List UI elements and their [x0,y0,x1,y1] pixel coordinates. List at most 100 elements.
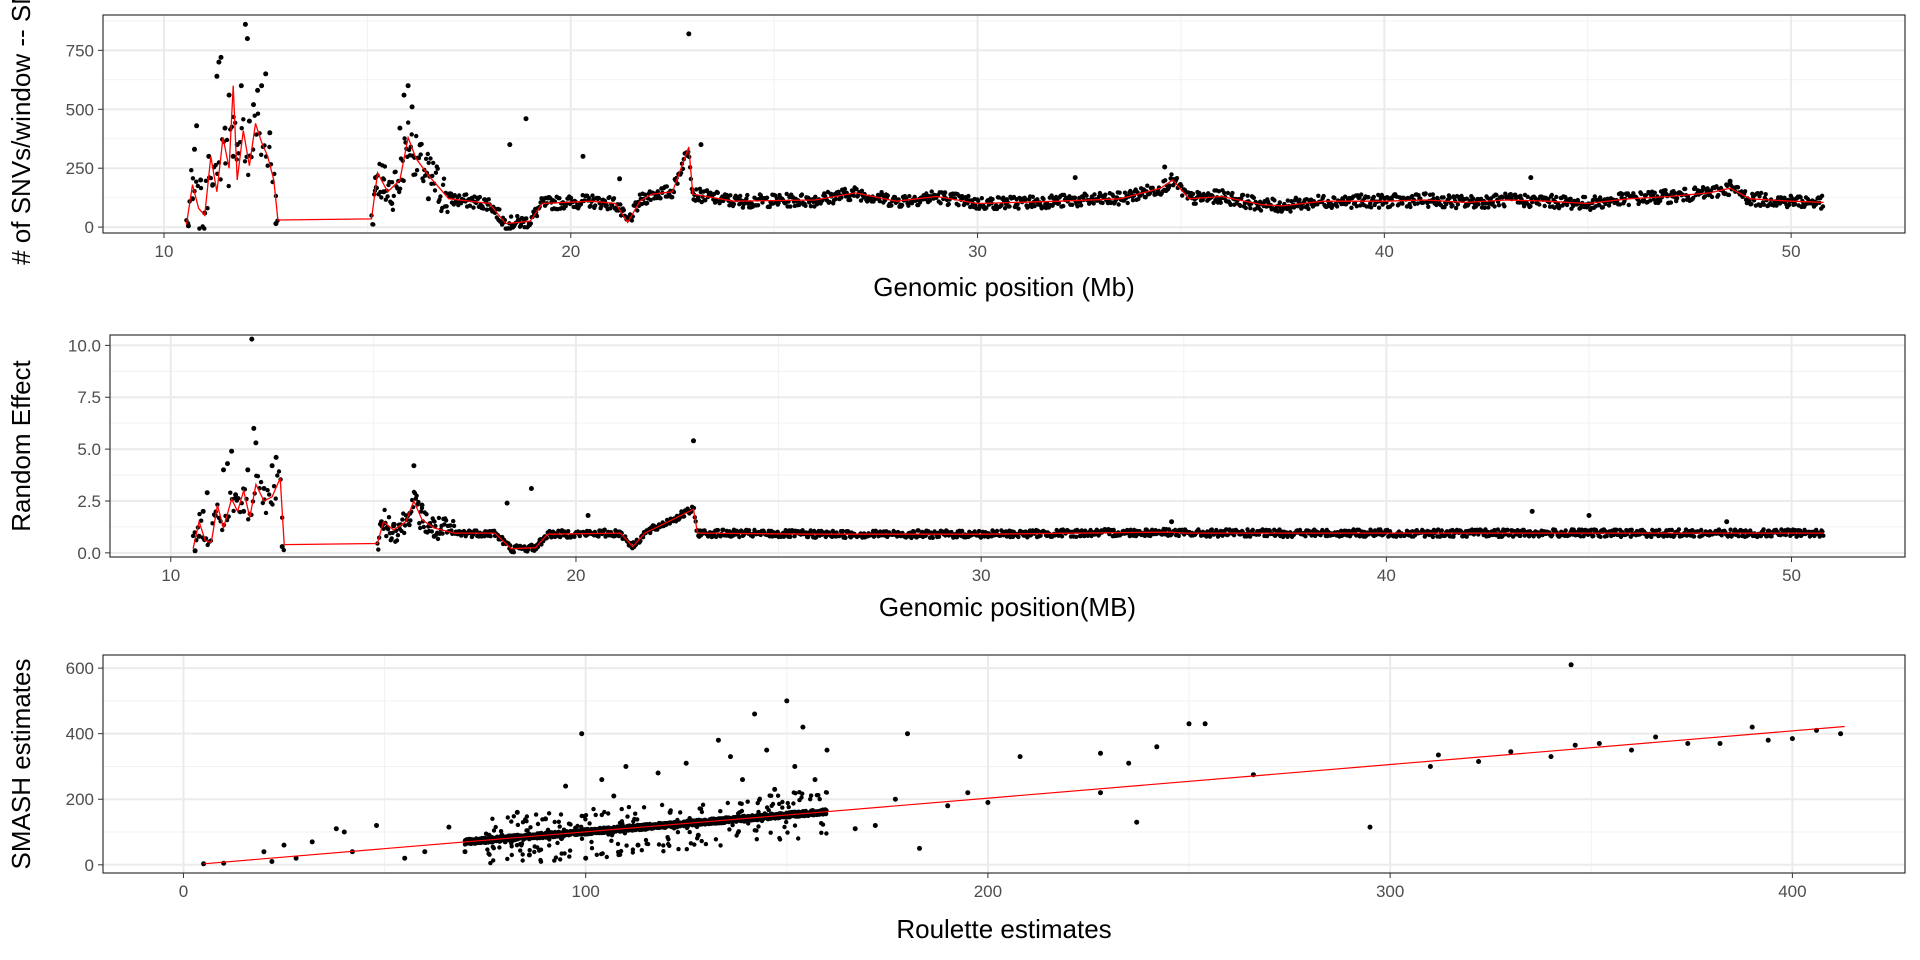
data-point [648,825,653,830]
data-point [533,812,539,817]
data-point [799,192,805,197]
data-point [1592,194,1598,199]
data-point [233,492,239,498]
data-point [1038,533,1043,538]
data-point [785,830,790,835]
data-point [1169,519,1175,525]
data-point [431,533,437,539]
data-point [1606,203,1612,208]
data-point [1652,190,1658,195]
plot-background [103,655,1905,873]
data-point [731,201,737,207]
data-point [1700,188,1705,193]
data-point [698,142,704,148]
data-point [1494,192,1499,198]
data-point [648,530,653,536]
data-point [1015,202,1020,207]
data-point [804,813,809,818]
data-point [547,528,552,534]
data-point [596,195,601,201]
data-point [382,507,387,513]
data-point [1117,190,1122,195]
data-point [667,521,672,526]
y-tick-label: 10.0 [68,336,101,355]
data-point [251,102,256,108]
data-point [694,187,699,192]
data-point [1668,200,1674,205]
data-point [263,71,269,77]
data-point [529,542,534,547]
data-point [1230,190,1235,196]
data-point [215,502,220,507]
data-point [1495,527,1501,532]
data-point [624,843,629,848]
data-point [1204,534,1209,539]
x-tick-label: 10 [155,242,174,261]
data-point [567,854,572,859]
data-point [267,130,273,136]
data-point [486,197,491,202]
data-point [1225,190,1231,196]
data-point [615,841,621,847]
data-point [691,438,696,444]
data-point [1272,198,1277,203]
data-point [1111,193,1116,199]
data-point [703,198,708,203]
x-tick-label: 30 [968,242,987,261]
data-point [877,199,882,204]
data-point [599,203,604,209]
data-point [1408,204,1413,210]
data-point [1725,183,1730,188]
data-point [718,816,723,821]
data-point [190,176,196,181]
data-point [197,511,202,517]
data-point [1078,533,1084,539]
data-point [488,534,493,539]
x-tick-label: 300 [1376,882,1404,901]
data-point [185,223,191,229]
data-point [796,809,801,814]
data-point [520,852,525,857]
data-point [1500,195,1505,200]
data-point [1092,192,1097,197]
data-point [728,193,733,198]
data-point [545,827,551,832]
data-point [1749,201,1754,207]
data-point [1293,195,1299,200]
data-point [391,193,396,199]
data-point [1306,206,1311,212]
data-point [984,205,989,210]
data-point [443,518,449,523]
data-point [416,499,421,505]
data-point [471,205,476,210]
data-point [275,473,280,478]
data-point [607,825,612,830]
data-point [223,161,228,166]
data-point [976,528,982,534]
data-point [1334,204,1340,209]
data-point [208,175,213,181]
data-point [746,528,752,533]
data-point [376,547,381,552]
data-point [397,186,403,191]
data-point [602,527,607,532]
data-point [1136,196,1141,202]
data-point [1030,194,1036,199]
data-point [916,528,921,533]
x-tick-label: 100 [571,882,599,901]
data-point [432,188,438,193]
data-point [381,177,387,182]
data-point [204,490,210,496]
data-point [1122,190,1128,195]
data-point [1492,527,1497,533]
data-point [236,151,241,156]
data-point [1007,204,1012,209]
data-point [1179,183,1184,189]
data-point [421,524,426,530]
data-point [744,196,749,201]
data-point [611,196,617,201]
data-point [788,204,793,209]
data-point [213,162,218,168]
data-point [1620,192,1625,197]
